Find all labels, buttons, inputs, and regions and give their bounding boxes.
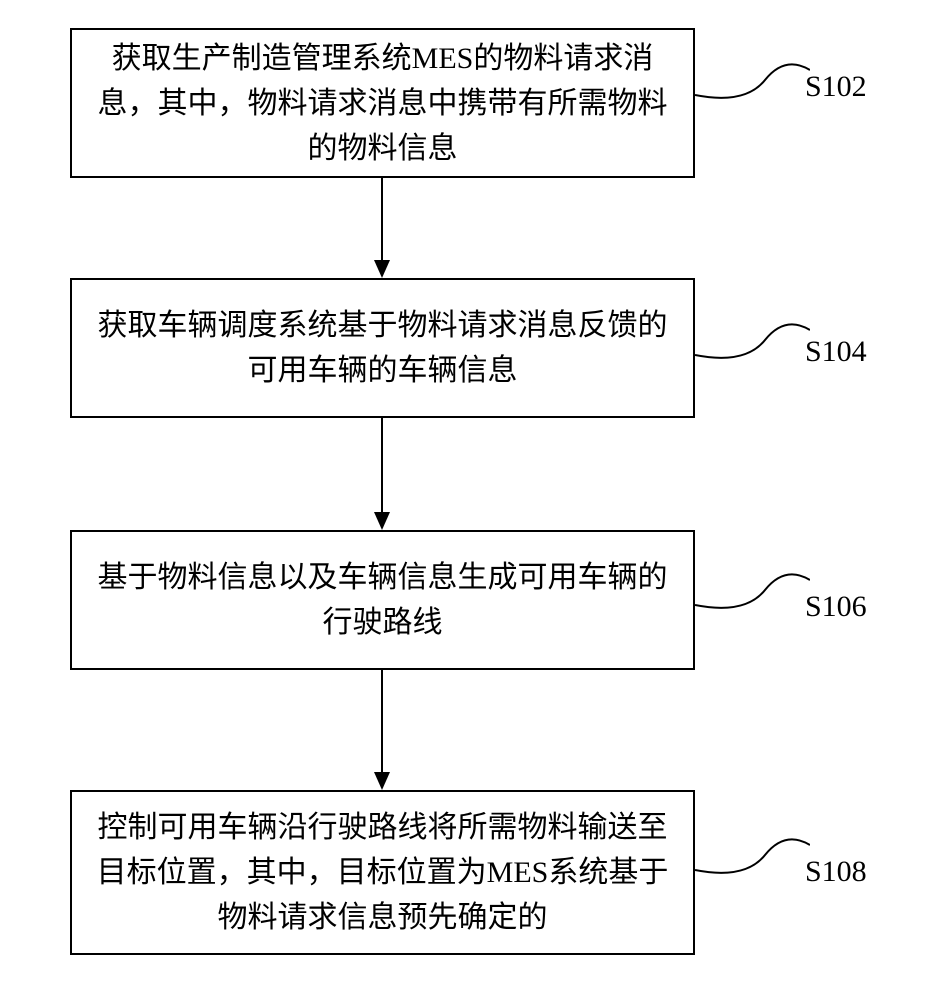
- flowchart-arrow-2: [372, 418, 392, 530]
- step-label-s102: S102: [805, 70, 867, 104]
- connector-curve-s108: [695, 825, 810, 895]
- flowchart-container: 获取生产制造管理系统MES的物料请求消息，其中，物料请求消息中携带有所需物料的物…: [0, 0, 934, 1000]
- step-text: 获取生产制造管理系统MES的物料请求消息，其中，物料请求消息中携带有所需物料的物…: [87, 36, 678, 171]
- flowchart-step-s108: 控制可用车辆沿行驶路线将所需物料输送至目标位置，其中，目标位置为MES系统基于物…: [70, 790, 695, 955]
- step-text: 控制可用车辆沿行驶路线将所需物料输送至目标位置，其中，目标位置为MES系统基于物…: [87, 805, 678, 940]
- connector-curve-s102: [695, 50, 810, 120]
- flowchart-arrow-3: [372, 670, 392, 790]
- connector-curve-s106: [695, 560, 810, 630]
- flowchart-step-s102: 获取生产制造管理系统MES的物料请求消息，其中，物料请求消息中携带有所需物料的物…: [70, 28, 695, 178]
- step-label-s106: S106: [805, 590, 867, 624]
- step-text: 基于物料信息以及车辆信息生成可用车辆的行驶路线: [87, 555, 678, 645]
- step-text: 获取车辆调度系统基于物料请求消息反馈的可用车辆的车辆信息: [87, 303, 678, 393]
- flowchart-arrow-1: [372, 178, 392, 278]
- connector-curve-s104: [695, 310, 810, 380]
- flowchart-step-s104: 获取车辆调度系统基于物料请求消息反馈的可用车辆的车辆信息: [70, 278, 695, 418]
- step-label-s108: S108: [805, 855, 867, 889]
- flowchart-step-s106: 基于物料信息以及车辆信息生成可用车辆的行驶路线: [70, 530, 695, 670]
- step-label-s104: S104: [805, 335, 867, 369]
